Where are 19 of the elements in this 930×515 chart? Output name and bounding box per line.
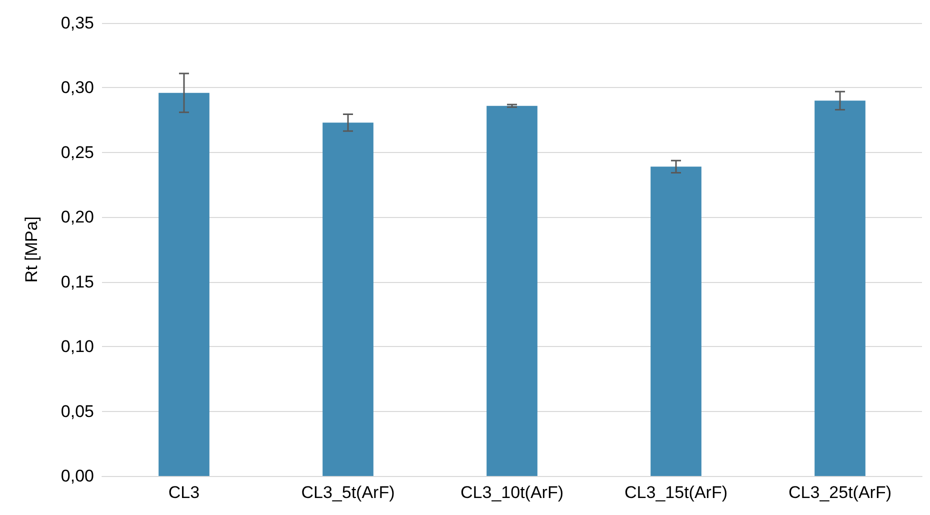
x-tick-label: CL3_5t(ArF) bbox=[301, 483, 395, 502]
x-tick-label: CL3 bbox=[168, 483, 200, 502]
y-tick-label: 0,10 bbox=[60, 337, 94, 356]
bar bbox=[814, 100, 866, 476]
bar bbox=[158, 92, 210, 476]
y-tick-label: 0,15 bbox=[60, 272, 94, 292]
bar bbox=[322, 122, 374, 476]
x-tick-label: CL3_25t(ArF) bbox=[788, 483, 892, 502]
y-axis-title: Rt [MPa] bbox=[22, 216, 41, 283]
bar bbox=[650, 166, 702, 476]
x-tick-label: CL3_10t(ArF) bbox=[460, 483, 564, 502]
y-tick-label: 0,25 bbox=[60, 142, 94, 162]
y-tick-label: 0,00 bbox=[60, 466, 94, 486]
y-tick-label: 0,30 bbox=[60, 78, 94, 98]
x-tick-label: CL3_15t(ArF) bbox=[624, 483, 728, 502]
y-tick-label: 0,20 bbox=[60, 208, 94, 227]
bar bbox=[486, 106, 538, 476]
y-tick-label: 0,35 bbox=[60, 14, 94, 32]
y-tick-label: 0,05 bbox=[60, 402, 94, 421]
